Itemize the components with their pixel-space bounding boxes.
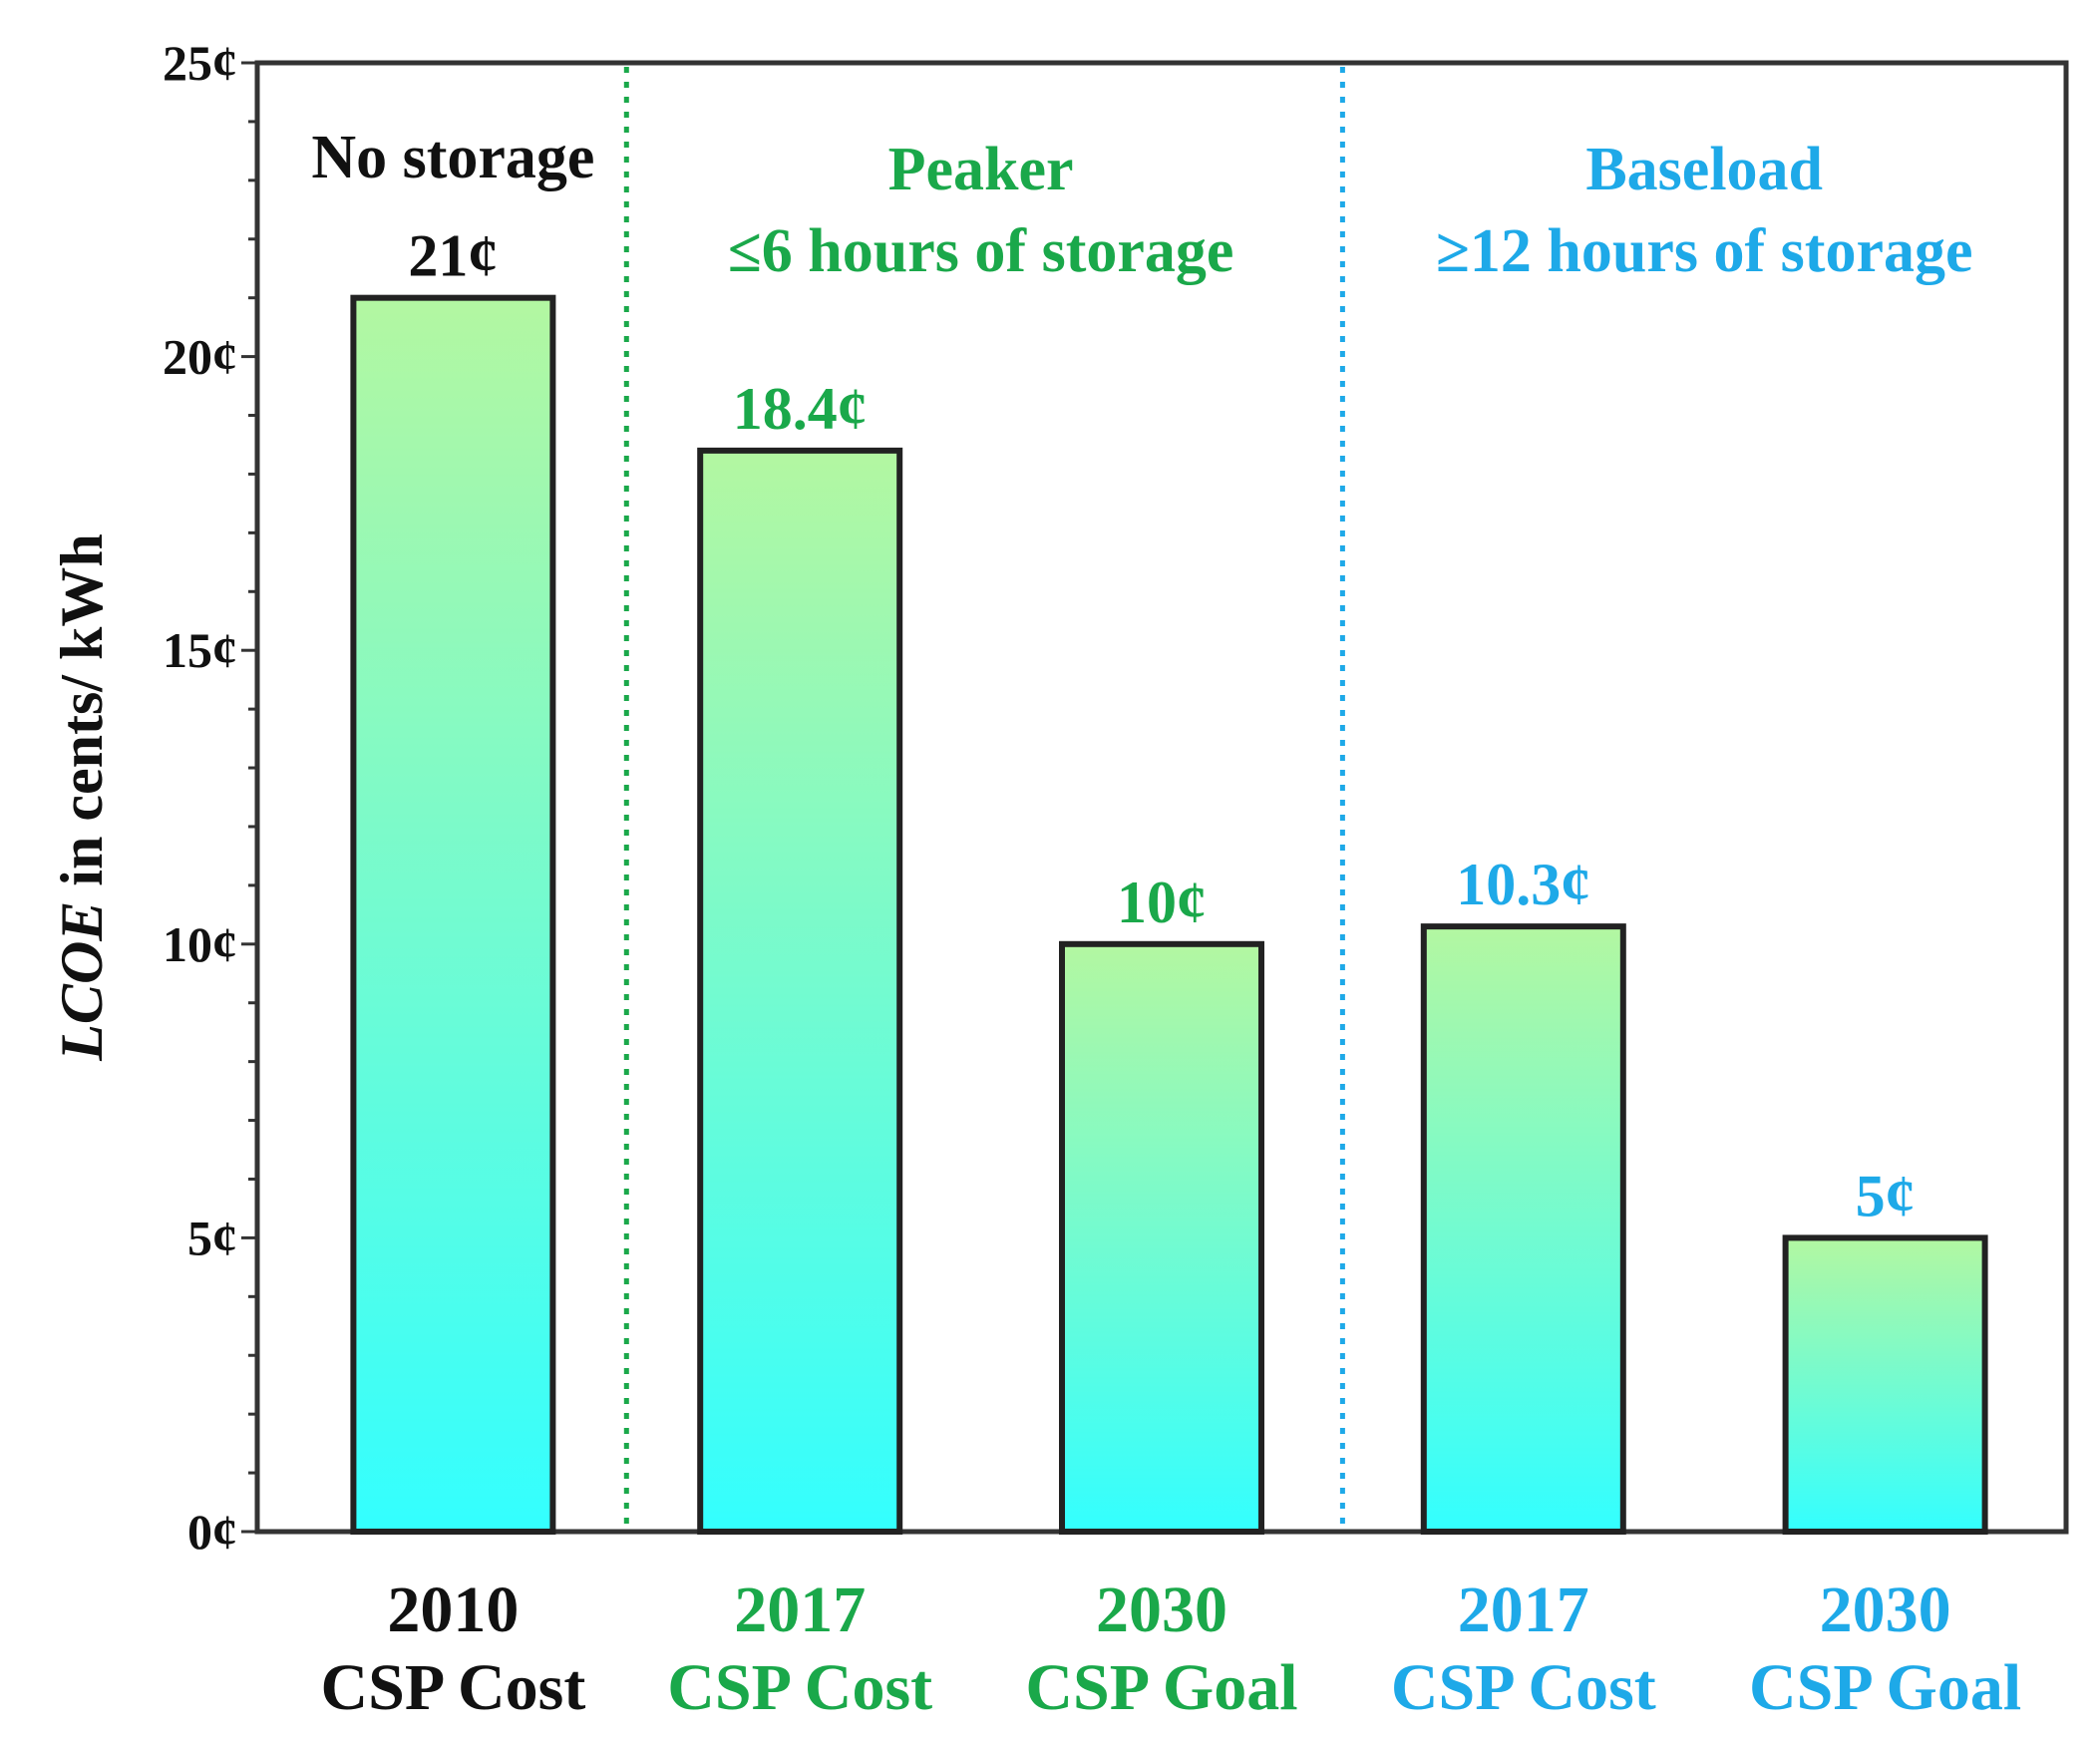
x-tick-label-year: 2030 xyxy=(1096,1573,1227,1646)
section-subtitle: ≥12 hours of storage xyxy=(1436,217,1973,285)
bar xyxy=(1059,940,1264,1535)
section-title: No storage xyxy=(311,124,594,191)
x-tick-label-type: CSP Goal xyxy=(1025,1651,1297,1724)
x-tick-label-year: 2030 xyxy=(1820,1573,1951,1646)
y-tick-label: 0¢ xyxy=(187,1504,237,1560)
x-tick-label-year: 2017 xyxy=(734,1573,866,1646)
bar-value-label: 5¢ xyxy=(1856,1163,1916,1228)
section-subtitle: ≤6 hours of storage xyxy=(728,217,1234,285)
bar xyxy=(350,294,556,1535)
bar-value-label: 18.4¢ xyxy=(733,376,868,442)
y-tick-label: 5¢ xyxy=(187,1210,237,1265)
bar-value-label: 10¢ xyxy=(1117,870,1207,935)
section-title: Peaker xyxy=(888,136,1074,203)
y-tick-label: 10¢ xyxy=(163,916,237,972)
bar xyxy=(1420,923,1626,1535)
section-title: Baseload xyxy=(1585,136,1823,203)
y-tick-label: 15¢ xyxy=(163,622,237,678)
bar-value-label: 10.3¢ xyxy=(1456,852,1590,917)
x-tick-label-type: CSP Cost xyxy=(320,1651,585,1724)
bar-value-label: 21¢ xyxy=(408,223,498,289)
y-tick-label: 20¢ xyxy=(163,329,237,385)
x-tick-label-year: 2017 xyxy=(1458,1573,1589,1646)
x-tick-label-type: CSP Cost xyxy=(1391,1651,1656,1724)
bar xyxy=(1782,1234,1988,1536)
x-tick-label-type: CSP Goal xyxy=(1749,1651,2021,1724)
y-tick-label: 25¢ xyxy=(163,35,237,91)
bar xyxy=(697,447,903,1536)
y-axis-label: LCOE in cents/ kWh xyxy=(49,533,115,1061)
x-tick-label-year: 2010 xyxy=(387,1573,519,1646)
x-tick-label-type: CSP Cost xyxy=(667,1651,932,1724)
